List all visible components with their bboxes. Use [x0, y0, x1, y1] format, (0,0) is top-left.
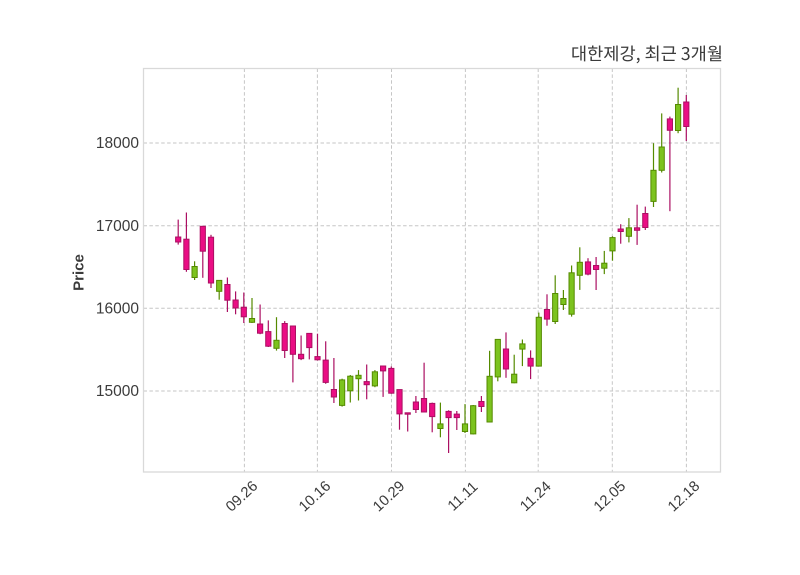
svg-text:Price: Price	[71, 254, 88, 291]
svg-text:16000: 16000	[96, 301, 139, 318]
svg-text:17000: 17000	[96, 218, 139, 235]
svg-text:15000: 15000	[96, 383, 139, 400]
svg-text:18000: 18000	[96, 135, 139, 152]
